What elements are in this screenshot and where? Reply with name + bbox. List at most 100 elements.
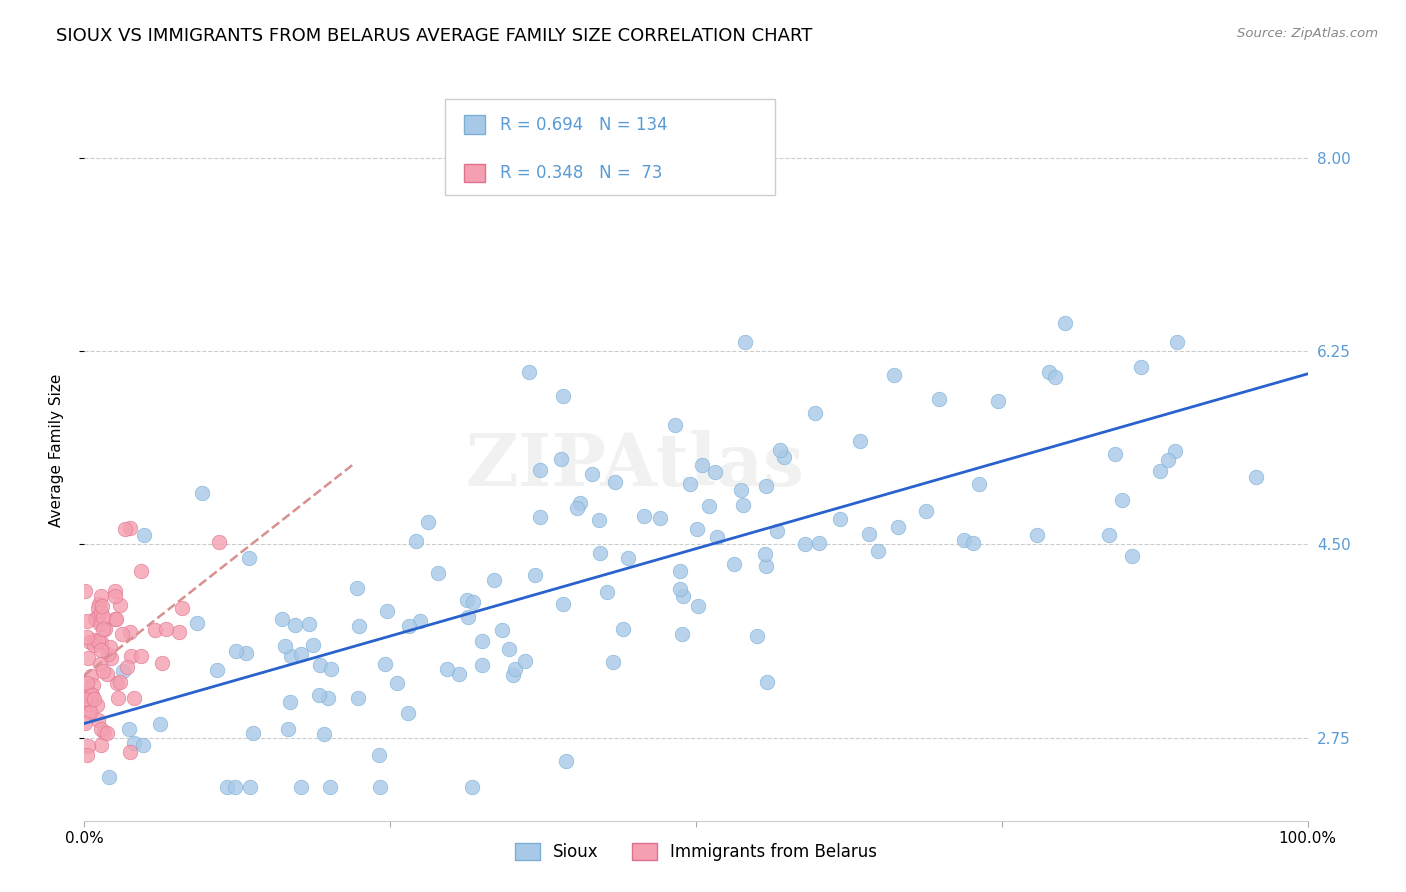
Point (418, 515, 440, 529)
Point (90, 643, 112, 657)
Point (309, 657, 332, 672)
Point (318, 690, 340, 705)
Point (498, 642, 520, 657)
Point (808, 536, 831, 550)
Point (915, 504, 938, 518)
Point (754, 559, 776, 574)
Point (1111, 493, 1133, 508)
Point (87, 601, 110, 615)
Point (553, 598, 575, 612)
Point (962, 536, 984, 550)
Point (308, 688, 330, 702)
Point (172, 600, 194, 615)
Point (596, 584, 619, 599)
Point (830, 512, 852, 526)
Point (1098, 527, 1121, 541)
Point (633, 508, 655, 523)
Point (103, 589, 125, 603)
Point (755, 479, 778, 493)
Point (772, 450, 794, 464)
Point (97, 770, 120, 784)
Point (1104, 447, 1126, 461)
Point (1045, 369, 1067, 384)
Point (866, 544, 889, 558)
Point (238, 551, 260, 566)
Point (280, 648, 302, 663)
Point (270, 611, 292, 625)
Point (554, 754, 576, 768)
Point (671, 589, 693, 603)
Point (191, 486, 214, 500)
Point (398, 619, 420, 633)
Point (77, 739, 100, 753)
Point (319, 662, 342, 676)
Legend: Sioux, Immigrants from Belarus: Sioux, Immigrants from Belarus (508, 837, 884, 868)
Point (769, 443, 792, 458)
Point (734, 334, 756, 349)
Point (471, 657, 494, 672)
Point (529, 509, 551, 524)
Point (84, 612, 107, 626)
Point (83, 692, 105, 706)
Point (97, 648, 120, 662)
Point (385, 676, 408, 690)
Point (107, 691, 129, 706)
Point (122, 736, 145, 750)
Point (91, 599, 114, 613)
Point (529, 462, 551, 476)
Point (461, 780, 484, 795)
Point (155, 622, 177, 636)
Point (319, 780, 342, 795)
Point (447, 667, 470, 681)
Point (524, 568, 547, 582)
Point (145, 624, 167, 638)
Point (565, 501, 588, 516)
Point (502, 668, 524, 682)
Point (93, 724, 115, 739)
Point (671, 627, 693, 641)
Point (605, 475, 627, 490)
Point (1025, 528, 1047, 542)
Point (456, 593, 478, 607)
Point (132, 528, 155, 542)
Point (79, 635, 101, 649)
Point (883, 368, 905, 382)
Point (118, 745, 141, 759)
Point (858, 526, 880, 541)
Point (84, 633, 107, 648)
Point (706, 530, 728, 544)
Point (374, 657, 396, 671)
Point (186, 615, 208, 630)
Point (76, 681, 98, 696)
Point (298, 617, 321, 632)
Point (347, 619, 370, 633)
Point (111, 665, 134, 679)
Point (690, 458, 713, 472)
Point (77, 651, 100, 665)
Point (1149, 464, 1171, 478)
Point (110, 598, 132, 612)
Point (105, 676, 128, 690)
Text: R = 0.348   N =  73: R = 0.348 N = 73 (499, 164, 662, 182)
Point (225, 643, 247, 657)
Point (953, 533, 976, 548)
Point (90, 722, 112, 736)
Point (887, 520, 910, 534)
Point (274, 640, 297, 654)
Point (76, 631, 98, 645)
Point (239, 780, 262, 795)
Point (754, 547, 776, 561)
Point (551, 388, 574, 402)
Point (804, 406, 827, 420)
Point (129, 649, 152, 664)
Point (121, 649, 143, 664)
Point (86, 610, 108, 624)
Point (110, 626, 132, 640)
Point (167, 625, 190, 640)
Point (114, 523, 136, 537)
Point (93, 623, 115, 637)
Point (550, 452, 572, 467)
Point (75, 715, 97, 730)
Point (89, 617, 111, 632)
Point (115, 660, 138, 674)
